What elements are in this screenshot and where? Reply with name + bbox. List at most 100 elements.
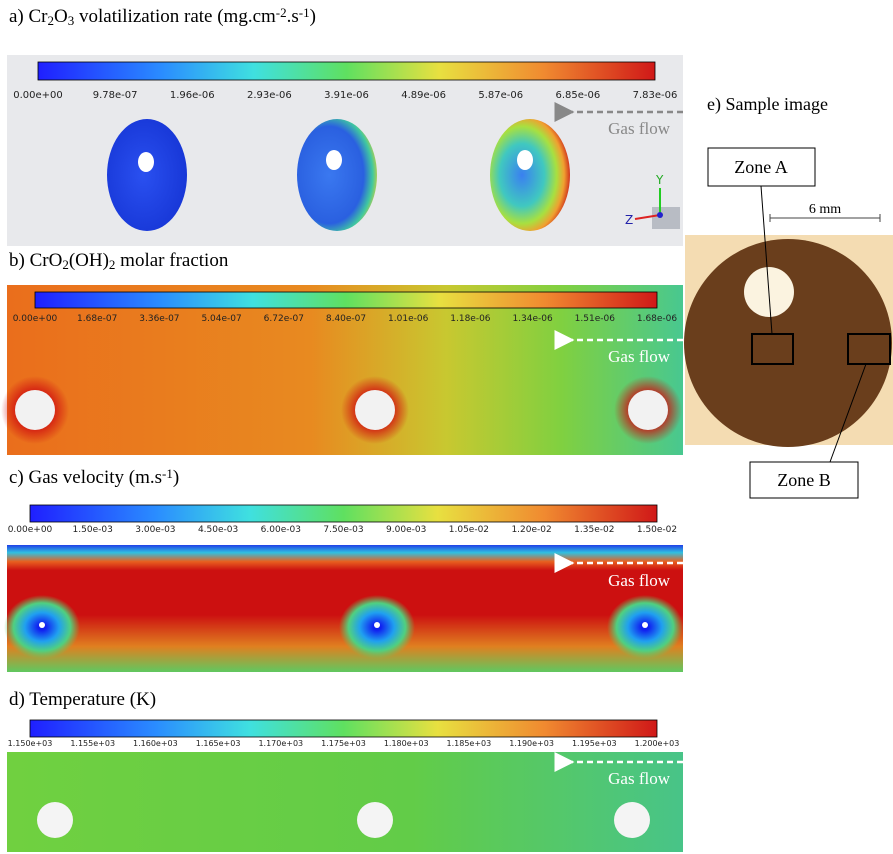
colorbar-label: 1.150e+03 bbox=[8, 739, 53, 748]
colorbar-label: 5.87e-06 bbox=[478, 90, 523, 101]
title-part: 2 bbox=[109, 257, 116, 272]
colorbar-label: 1.34e-06 bbox=[512, 314, 553, 324]
panel-d-field bbox=[7, 752, 683, 852]
panel-title: d) Temperature (K) bbox=[9, 689, 156, 710]
leader-line bbox=[760, 185, 773, 335]
title-part: ) bbox=[310, 6, 316, 27]
colorbar-label: 6.85e-06 bbox=[555, 90, 600, 101]
hole bbox=[357, 802, 393, 838]
colorbar bbox=[29, 504, 658, 523]
colorbar-label: 1.155e+03 bbox=[70, 739, 115, 748]
title-part: molar fraction bbox=[115, 250, 228, 271]
colorbar-label: 1.05e-02 bbox=[449, 525, 489, 535]
colorbar-label: 3.00e-03 bbox=[135, 525, 175, 535]
hole bbox=[39, 622, 45, 628]
gas-flow-label: Gas flow bbox=[608, 769, 671, 788]
colorbar-label: 9.00e-03 bbox=[386, 525, 426, 535]
disc-hole bbox=[138, 152, 154, 172]
colorbar-label: 1.20e-02 bbox=[511, 525, 551, 535]
zone-a-label-box bbox=[707, 147, 816, 187]
panel-e-title: e) Sample image bbox=[707, 94, 828, 115]
panel-title: c) Gas velocity (m.s-1) bbox=[9, 466, 179, 488]
colorbar-label: 4.89e-06 bbox=[401, 90, 446, 101]
colorbar-label: 0.00e+00 bbox=[13, 314, 58, 324]
title-part: a) Cr bbox=[9, 6, 48, 27]
colorbar-label: 6.72e-07 bbox=[264, 314, 304, 324]
colorbar-label: 1.50e-03 bbox=[73, 525, 113, 535]
colorbar-label: 1.18e-06 bbox=[450, 314, 491, 324]
colorbar-label: 0.00e+00 bbox=[8, 525, 53, 535]
colorbar bbox=[29, 719, 658, 738]
colorbar-label: 1.35e-02 bbox=[574, 525, 614, 535]
gas-flow-label: Gas flow bbox=[608, 571, 671, 590]
title-part: 2 bbox=[48, 13, 55, 28]
colorbar-label: 1.170e+03 bbox=[258, 739, 303, 748]
colorbar-label: 1.96e-06 bbox=[170, 90, 215, 101]
colorbar-label: 2.93e-06 bbox=[247, 90, 292, 101]
colorbar-label: 8.40e-07 bbox=[326, 314, 366, 324]
title-part: -1 bbox=[299, 5, 310, 20]
axis-triad bbox=[634, 188, 680, 229]
title-part: (OH) bbox=[69, 250, 109, 271]
colorbar-label: 1.68e-07 bbox=[77, 314, 117, 324]
colorbar-label: 1.01e-06 bbox=[388, 314, 429, 324]
panel-title: b) CrO2(OH)2 molar fraction bbox=[9, 250, 229, 272]
colorbar-label: 9.78e-07 bbox=[93, 90, 138, 101]
sample-disc bbox=[297, 119, 377, 231]
title-part: c) Gas velocity (m.s bbox=[9, 467, 162, 488]
title-part: 3 bbox=[68, 13, 75, 28]
colorbar-label: 1.200e+03 bbox=[635, 739, 680, 748]
zone-a-box bbox=[751, 333, 794, 365]
colorbar-label: 4.50e-03 bbox=[198, 525, 238, 535]
axis-label: Y bbox=[655, 173, 664, 187]
zone-a-label: Zone A bbox=[734, 157, 788, 177]
title-part: b) CrO bbox=[9, 250, 62, 271]
title-part: O bbox=[54, 6, 68, 27]
colorbar-label: 3.36e-07 bbox=[139, 314, 179, 324]
title-part: ) bbox=[173, 467, 179, 488]
sample-disc bbox=[490, 119, 570, 231]
hole bbox=[628, 390, 668, 430]
title-part: -1 bbox=[162, 466, 173, 481]
hole bbox=[37, 802, 73, 838]
colorbar bbox=[34, 291, 658, 309]
zone-b-box bbox=[847, 333, 891, 365]
colorbar-label: 1.190e+03 bbox=[509, 739, 554, 748]
colorbar-label: 1.160e+03 bbox=[133, 739, 178, 748]
hole bbox=[614, 802, 650, 838]
title-part: 2 bbox=[62, 257, 69, 272]
hole bbox=[355, 390, 395, 430]
zone-b-label-box bbox=[749, 461, 859, 499]
scale-label: 6 mm bbox=[809, 202, 841, 217]
title-part: volatilization rate (mg.cm bbox=[74, 6, 276, 27]
title-part: .s bbox=[287, 6, 299, 27]
title-part: -2 bbox=[276, 5, 287, 20]
hole bbox=[15, 390, 55, 430]
colorbar-label: 1.175e+03 bbox=[321, 739, 366, 748]
hole bbox=[642, 622, 648, 628]
colorbar-label: 0.00e+00 bbox=[13, 90, 63, 101]
disc-hole bbox=[326, 150, 342, 170]
colorbar-label: 1.195e+03 bbox=[572, 739, 617, 748]
colorbar-label: 5.04e-07 bbox=[201, 314, 241, 324]
colorbar-label: 1.50e-02 bbox=[637, 525, 677, 535]
colorbar-label: 1.180e+03 bbox=[384, 739, 429, 748]
panel-title: a) Cr2O3 volatilization rate (mg.cm-2.s-… bbox=[9, 5, 316, 28]
panel-b-field bbox=[7, 285, 683, 455]
colorbar bbox=[37, 61, 656, 81]
title-part: d) Temperature (K) bbox=[9, 689, 156, 710]
colorbar-label: 1.165e+03 bbox=[196, 739, 241, 748]
gas-flow-label: Gas flow bbox=[608, 347, 671, 366]
leader-line bbox=[829, 363, 867, 463]
scale-bar bbox=[769, 214, 881, 222]
colorbar-label: 1.51e-06 bbox=[575, 314, 616, 324]
hole bbox=[374, 622, 380, 628]
gas-flow-label: Gas flow bbox=[608, 119, 671, 138]
disc-hole bbox=[517, 150, 533, 170]
colorbar-label: 1.185e+03 bbox=[447, 739, 492, 748]
colorbar-label: 7.50e-03 bbox=[323, 525, 363, 535]
axis-label: Z bbox=[625, 213, 633, 227]
zone-b-label: Zone B bbox=[777, 470, 831, 490]
colorbar-label: 3.91e-06 bbox=[324, 90, 369, 101]
